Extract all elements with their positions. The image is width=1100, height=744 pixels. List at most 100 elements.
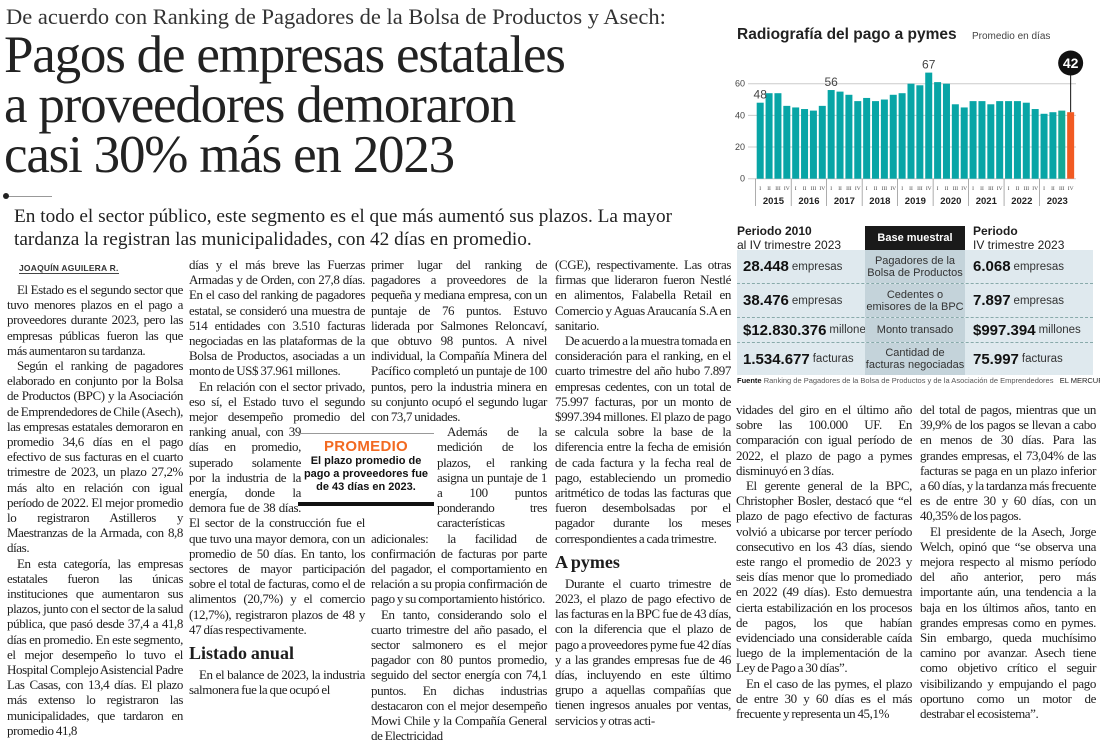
paragraph: (CGE), respectivamente. Las otras firmas… (555, 257, 731, 333)
bar (863, 97, 871, 179)
bar (889, 94, 897, 179)
quarter-label: II (767, 186, 771, 192)
year-label: 2021 (976, 196, 998, 207)
year-label: 2019 (905, 196, 926, 207)
value-label: 48 (754, 88, 768, 102)
quarter-label: I (866, 186, 868, 192)
left-value: $12.830.376 (743, 321, 827, 339)
section-heading: Listado anual (189, 643, 294, 664)
paragraph: En el caso de las pymes, el plazo de ent… (736, 675, 912, 722)
quarter-label: I (830, 186, 832, 192)
byline: JOAQUÍN AGUILERA R. (19, 263, 119, 274)
quarter-label: III (882, 186, 888, 192)
quarter-label: III (988, 186, 994, 192)
row-label: Monto transado (865, 318, 965, 342)
bar (925, 72, 933, 179)
article-column: (CGE), respectivamente. Las otras firmas… (555, 257, 731, 728)
y-tick-label: 40 (735, 110, 745, 120)
pull-quote-rule (298, 502, 434, 506)
paragraph: Además de la medición de los plazos, el … (371, 424, 547, 607)
bar (783, 105, 791, 179)
left-unit: facturas (812, 353, 854, 365)
right-header-sub: IV trimestre 2023 (973, 238, 1065, 252)
year-label: 2018 (869, 196, 890, 207)
bar (969, 101, 977, 179)
quarter-label: IV (1068, 186, 1074, 192)
right-unit: empresas (1013, 294, 1065, 307)
table-row: $12.830.376 millones Monto transado $997.… (737, 318, 1093, 343)
bar (1067, 112, 1075, 179)
bar (854, 101, 862, 179)
paragraph: primer lugar del ranking de pagadores a … (371, 257, 547, 425)
quarter-label: III (775, 186, 781, 192)
brand: EL MERCURIO (1059, 376, 1100, 385)
quarter-label: II (909, 186, 913, 192)
left-header-title: Periodo 2010 (737, 224, 812, 238)
year-label: 2020 (940, 196, 961, 207)
bar (872, 101, 880, 179)
left-value: 38.476 (743, 292, 789, 309)
paragraph: En tanto, considerando solo el cuarto tr… (371, 606, 547, 744)
bar (1031, 109, 1039, 179)
paragraph: En esta categoría, las empresas estatale… (7, 555, 183, 738)
bar (836, 91, 844, 179)
bar (818, 105, 826, 179)
quarter-label: IV (784, 186, 790, 192)
right-value: 75.997 (973, 350, 1019, 368)
paragraph: El gerente general de la BPC, Christophe… (736, 478, 912, 676)
pull-quote-title: PROMEDIO (323, 438, 409, 455)
bar (1022, 102, 1030, 179)
quarter-label: III (846, 186, 852, 192)
row-label: Pagadores de la Bolsa de Productos (865, 250, 965, 283)
right-value: $997.394 (973, 321, 1036, 339)
quarter-label: II (803, 186, 807, 192)
headline-line: casi 30% más en 2023 (4, 126, 455, 184)
source-label: Fuente (737, 376, 762, 385)
quarter-label: I (937, 186, 939, 192)
quarter-label: IV (855, 186, 861, 192)
quarter-label: II (838, 186, 842, 192)
value-label: 56 (824, 75, 838, 89)
quarter-label: I (759, 186, 761, 192)
center-header: Base muestral (865, 226, 965, 250)
left-unit: empresas (791, 294, 843, 307)
value-label: 67 (922, 58, 936, 72)
row-label: Cantidad de facturas negociadas (865, 343, 965, 375)
bar (880, 99, 888, 179)
quarter-label: IV (1032, 186, 1038, 192)
right-unit: facturas (1021, 353, 1063, 365)
bar (1058, 110, 1066, 179)
bar (792, 107, 800, 179)
quarter-label: III (811, 186, 817, 192)
right-header: Periodo IV trimestre 2023 (973, 224, 1064, 252)
bar (978, 101, 986, 179)
paragraph: vidades del giro en el último año sobre … (736, 402, 912, 478)
quarter-label: III (1059, 186, 1065, 192)
quarter-label: II (1016, 186, 1020, 192)
highlight-badge (1058, 50, 1084, 76)
quarter-label: I (1043, 186, 1045, 192)
article-column: vidades del giro en el último año sobre … (736, 402, 912, 721)
article-column: días y el más breve las Fuerzas Armadas … (189, 257, 365, 697)
bar (1013, 101, 1021, 179)
bar (934, 82, 942, 179)
year-label: 2016 (798, 196, 819, 207)
left-header: Periodo 2010 al IV trimestre 2023 (737, 224, 841, 252)
bar (756, 102, 764, 179)
right-header-title: Periodo (973, 224, 1018, 238)
bar (845, 94, 853, 179)
paragraph: días y el más breve las Fuerzas Armadas … (189, 257, 365, 379)
quarter-label: I (795, 186, 797, 192)
quarter-label: I (901, 186, 903, 192)
headline: Pagos de empresas estatales a proveedore… (4, 29, 566, 184)
quarter-label: III (953, 186, 959, 192)
bar (827, 90, 835, 179)
headline-line: a proveedores demoraron (4, 76, 516, 134)
quarter-label: III (917, 186, 923, 192)
quarter-label: IV (961, 186, 967, 192)
right-unit: millones (1038, 324, 1081, 336)
right-value: 7.897 (973, 292, 1011, 309)
left-header-sub: al IV trimestre 2023 (737, 238, 842, 252)
bar (1040, 113, 1048, 179)
